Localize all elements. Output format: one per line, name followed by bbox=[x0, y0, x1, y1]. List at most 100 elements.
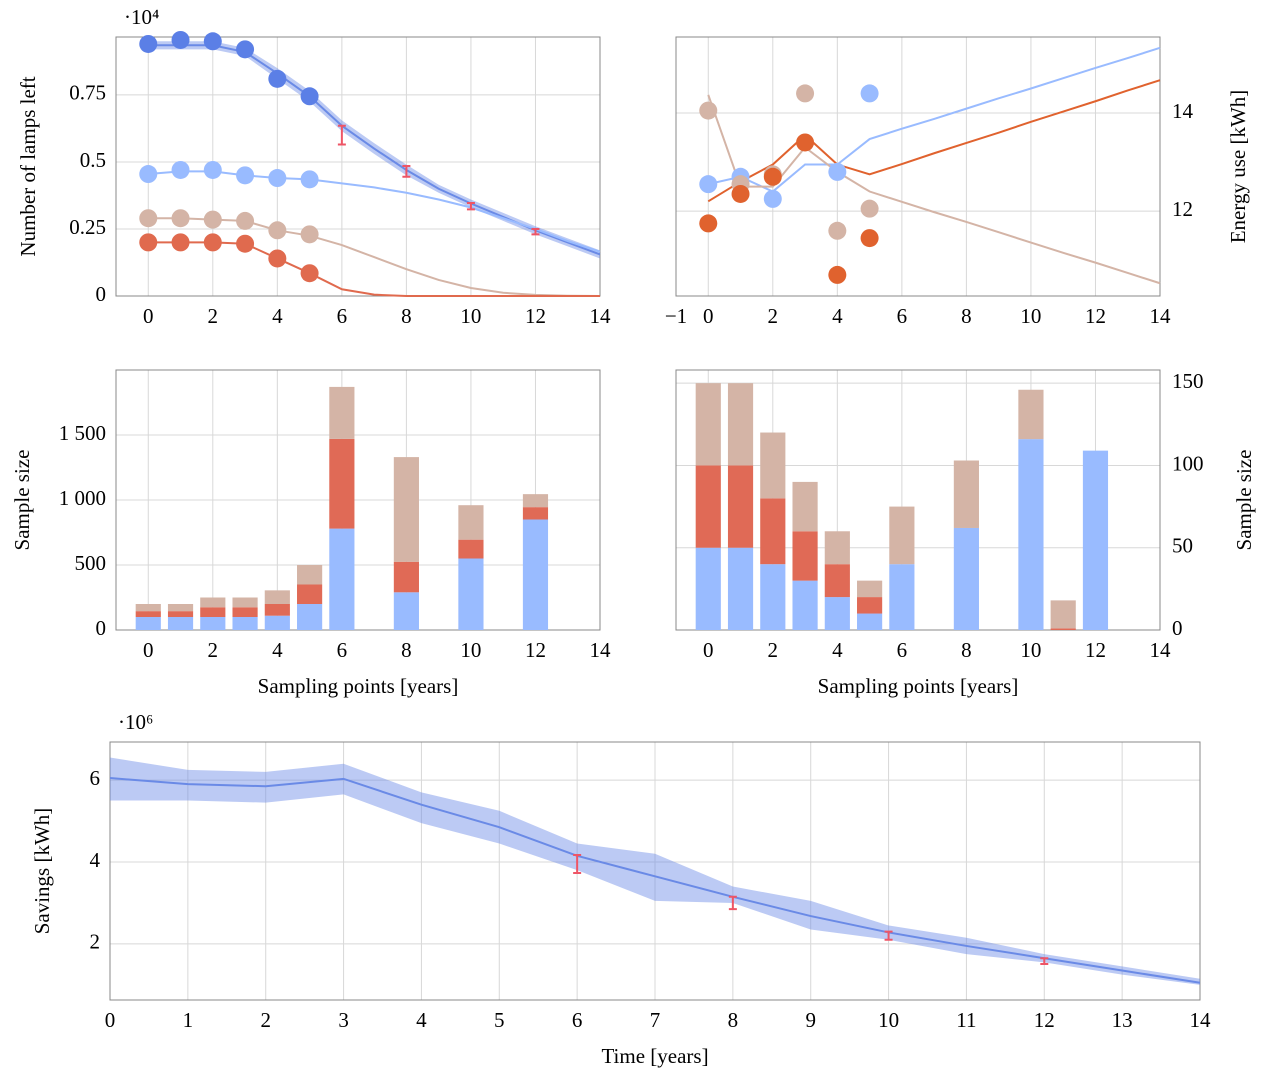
x-axis-label: Sampling points [years] bbox=[258, 674, 459, 698]
line bbox=[707, 79, 1161, 203]
bar-segment bbox=[393, 592, 419, 630]
x-tick-label: 10 bbox=[460, 304, 481, 328]
plot-frame bbox=[675, 369, 1161, 631]
x-tick-label: 6 bbox=[572, 1008, 583, 1032]
error-bar bbox=[728, 895, 737, 911]
bar-segment bbox=[792, 531, 818, 581]
x-tick-label: 14 bbox=[590, 304, 612, 328]
line bbox=[708, 46, 1161, 193]
point bbox=[699, 175, 718, 194]
x-tick-label: 8 bbox=[728, 1008, 739, 1032]
bar-segment bbox=[727, 383, 754, 466]
bar-segment bbox=[760, 564, 786, 630]
x-tick-label: 6 bbox=[897, 638, 908, 662]
confidence-band bbox=[110, 757, 1200, 985]
y-tick-label: 4 bbox=[90, 848, 101, 872]
error-bar bbox=[1040, 957, 1049, 965]
x-tick-label: 10 bbox=[878, 1008, 899, 1032]
bar-segment bbox=[393, 561, 419, 593]
x-tick-label: 10 bbox=[460, 638, 481, 662]
line bbox=[109, 777, 1201, 984]
bar-segment bbox=[824, 531, 850, 565]
bar-segment bbox=[857, 580, 883, 598]
bar-segment bbox=[297, 604, 323, 630]
x-tick-label: 0 bbox=[143, 304, 154, 328]
y-tick-label: 100 bbox=[1172, 451, 1204, 475]
error-bar bbox=[531, 227, 540, 236]
x-tick-label: 6 bbox=[897, 304, 908, 328]
point bbox=[171, 209, 190, 228]
bar-segment bbox=[792, 580, 818, 630]
bar-segment bbox=[329, 438, 355, 529]
x-tick-label: 14 bbox=[1150, 304, 1172, 328]
bar-segment bbox=[1018, 439, 1044, 630]
x-tick-label: 7 bbox=[650, 1008, 661, 1032]
point bbox=[300, 225, 319, 244]
x-tick-label: 4 bbox=[272, 638, 283, 662]
point bbox=[171, 30, 190, 49]
x-tick-label: 12 bbox=[1034, 1008, 1055, 1032]
x-tick-label: 12 bbox=[525, 638, 546, 662]
x-axis-label: Sampling points [years] bbox=[818, 674, 1019, 698]
bar-segment bbox=[167, 604, 194, 612]
error-bar bbox=[884, 930, 893, 941]
x-tick-label: 0 bbox=[105, 1008, 116, 1032]
bar-segment bbox=[522, 507, 549, 520]
x-axis-label: Time [years] bbox=[601, 1044, 708, 1068]
point bbox=[828, 221, 847, 240]
point bbox=[236, 40, 255, 59]
bar-segment bbox=[1018, 389, 1044, 440]
y-tick-label: 150 bbox=[1172, 369, 1204, 393]
plot-frame bbox=[109, 741, 1201, 1001]
x-tick-label: 10 bbox=[1020, 304, 1041, 328]
bar-segment bbox=[857, 613, 883, 630]
y-tick-label: 0 bbox=[96, 282, 107, 306]
error-bar bbox=[402, 164, 411, 178]
bar-segment bbox=[329, 528, 355, 630]
bar-segment bbox=[727, 547, 754, 630]
bar-segment bbox=[760, 498, 786, 565]
x-tick-label: 8 bbox=[961, 638, 972, 662]
y-axis-label: Number of lamps left bbox=[16, 76, 40, 256]
y-tick-label: 6 bbox=[90, 766, 101, 790]
bar-segment bbox=[232, 597, 258, 608]
error-bar bbox=[466, 201, 475, 211]
line bbox=[707, 94, 1161, 285]
bar-segment bbox=[232, 607, 258, 617]
error-bar bbox=[337, 124, 346, 146]
bar-segment bbox=[889, 506, 915, 565]
bar-segment bbox=[458, 558, 484, 630]
bar-segment bbox=[458, 505, 484, 540]
y-tick-label: 1 500 bbox=[59, 421, 106, 445]
x-tick-label: 9 bbox=[805, 1008, 816, 1032]
point bbox=[300, 87, 319, 106]
point bbox=[203, 32, 222, 51]
point bbox=[171, 233, 190, 252]
x-tick-label: 2 bbox=[768, 304, 779, 328]
bar-segment bbox=[695, 547, 721, 630]
x-tick-label: 11 bbox=[956, 1008, 976, 1032]
x-tick-label: 13 bbox=[1112, 1008, 1133, 1032]
y-tick-label: 0.25 bbox=[69, 215, 106, 239]
bar-segment bbox=[792, 481, 818, 532]
point bbox=[828, 162, 847, 181]
x-tick-label: 14 bbox=[1190, 1008, 1212, 1032]
y-tick-label: 50 bbox=[1172, 534, 1193, 558]
x-tick-label: 0 bbox=[703, 638, 714, 662]
bar-segment bbox=[264, 590, 290, 604]
point bbox=[699, 214, 718, 233]
y-tick-label: 14 bbox=[1172, 99, 1194, 123]
bar-segment bbox=[264, 615, 290, 630]
point bbox=[699, 101, 718, 120]
plot-frame bbox=[675, 36, 1161, 297]
bar-segment bbox=[1050, 628, 1076, 630]
x-tick-label: 8 bbox=[401, 638, 412, 662]
point bbox=[828, 265, 847, 284]
plot-frame bbox=[115, 36, 601, 297]
bar-segment bbox=[200, 607, 226, 617]
x-tick-label: 14 bbox=[590, 638, 612, 662]
point bbox=[139, 34, 158, 53]
y-tick-label: 1 000 bbox=[59, 486, 106, 510]
point bbox=[203, 210, 222, 229]
bar-segment bbox=[393, 457, 419, 562]
